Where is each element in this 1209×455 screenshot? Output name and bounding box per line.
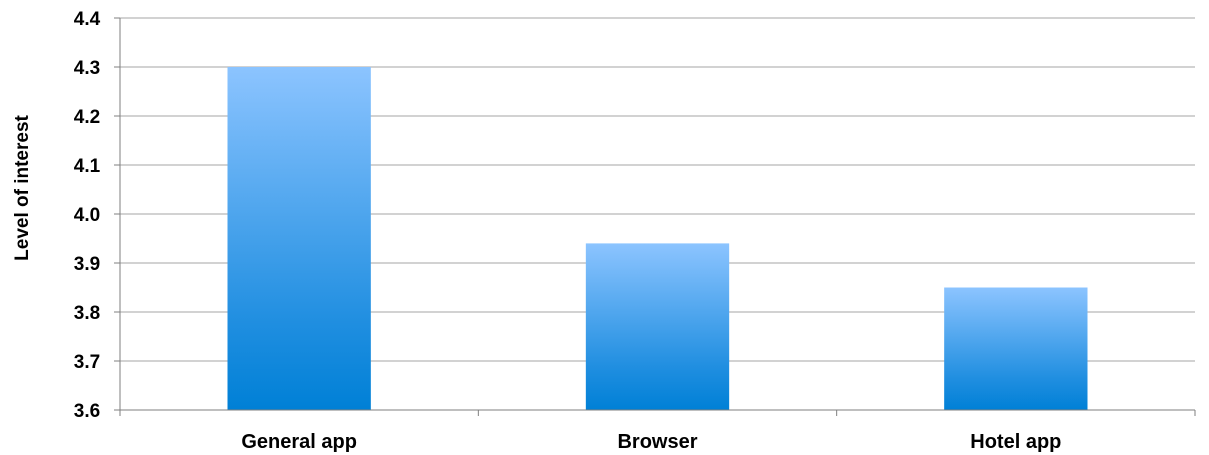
x-tick-label: Hotel app [970,431,1061,453]
bar [944,287,1088,410]
y-tick-label: 4.1 [74,156,101,177]
y-tick-label: 3.9 [74,254,100,275]
bars [227,67,1088,410]
labels: 3.6 3.7 3.8 3.9 4.0 4.1 4.2 4.3 4.4 General app Br… [74,9,1062,453]
x-tick-label: General app [241,431,357,453]
y-tick-label: 3.6 [74,401,100,422]
y-tick-label: 3.7 [74,352,100,373]
y-tick-label: 4.3 [74,58,100,79]
y-tick-label: 4.0 [74,205,100,226]
y-tick-label: 4.4 [74,9,101,30]
y-tick-label: 4.2 [74,107,100,128]
axes [114,17,1196,416]
y-axis-title: Level of interest [12,114,33,260]
y-tick-label: 3.8 [74,303,100,324]
bar [585,243,730,410]
bar [227,67,371,410]
x-tick-label: Browser [617,431,697,453]
